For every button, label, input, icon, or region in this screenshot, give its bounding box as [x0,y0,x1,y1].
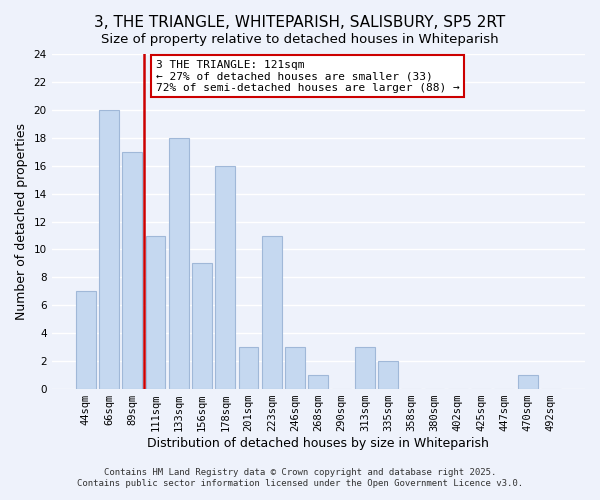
Bar [169,138,188,389]
Bar [215,166,235,389]
Bar [76,292,95,389]
Text: 3, THE TRIANGLE, WHITEPARISH, SALISBURY, SP5 2RT: 3, THE TRIANGLE, WHITEPARISH, SALISBURY,… [94,15,506,30]
Bar [122,152,142,389]
Bar [285,347,305,389]
Text: Size of property relative to detached houses in Whiteparish: Size of property relative to detached ho… [101,32,499,46]
Y-axis label: Number of detached properties: Number of detached properties [15,123,28,320]
Bar [355,347,375,389]
Bar [146,236,166,389]
Bar [308,375,328,389]
Bar [239,347,259,389]
Text: 3 THE TRIANGLE: 121sqm
← 27% of detached houses are smaller (33)
72% of semi-det: 3 THE TRIANGLE: 121sqm ← 27% of detached… [155,60,460,93]
Bar [192,264,212,389]
Bar [378,361,398,389]
Bar [518,375,538,389]
Bar [99,110,119,389]
Bar [262,236,282,389]
X-axis label: Distribution of detached houses by size in Whiteparish: Distribution of detached houses by size … [148,437,489,450]
Text: Contains HM Land Registry data © Crown copyright and database right 2025.
Contai: Contains HM Land Registry data © Crown c… [77,468,523,487]
